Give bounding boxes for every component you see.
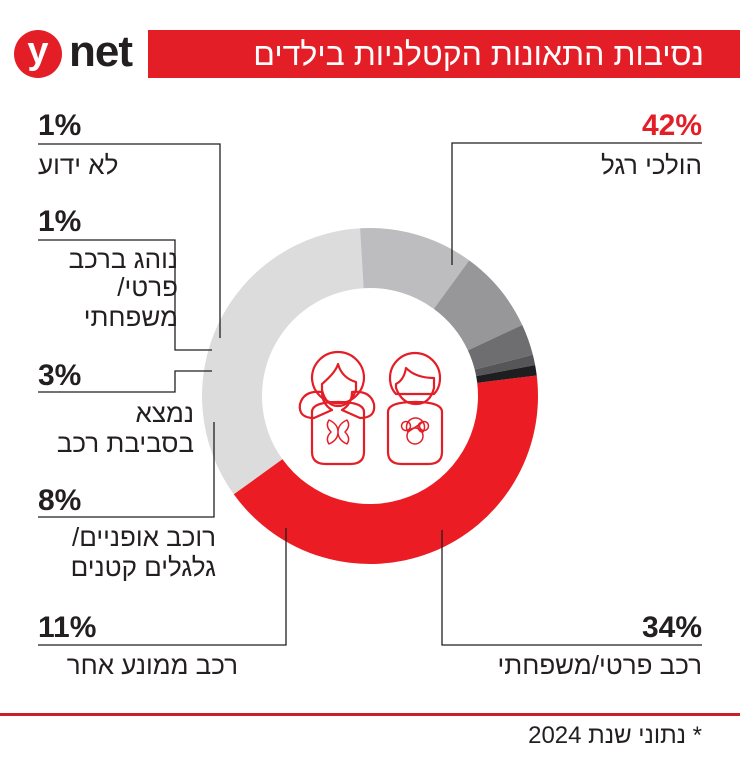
leader-line-private-car — [441, 530, 702, 646]
footnote: * נתוני שנת 2024 — [528, 722, 702, 749]
label-bicycle-line2: גלגלים קטנים — [70, 552, 216, 582]
leader-line-near-car — [38, 370, 212, 393]
leader-lines — [38, 142, 702, 646]
ynet-logo: y net — [14, 27, 144, 78]
donut-segments — [201, 228, 538, 564]
label-unknown-pct: 1% — [38, 109, 82, 142]
label-private-car-pct: 34% — [641, 611, 702, 644]
title-bar: נסיבות התאונות הקטלניות בילדים — [148, 30, 740, 78]
label-near-car-pct: 3% — [38, 359, 82, 392]
footer-divider — [0, 713, 740, 716]
leader-line-unknown — [38, 143, 221, 338]
header: y net נסיבות התאונות הקטלניות בילדים — [0, 27, 740, 78]
label-other-motor-text: רכב ממונע אחר — [66, 650, 238, 680]
donut-segment — [476, 365, 537, 383]
donut-segment — [467, 325, 533, 370]
label-driver-line1: נוהג ברכב — [68, 244, 178, 274]
leader-line-driver — [38, 239, 212, 351]
label-near-car-line2: בסביבת רכב — [56, 428, 194, 458]
donut-segment — [233, 375, 538, 564]
label-near-car-line1: נמצא — [135, 398, 194, 428]
donut-segment — [360, 228, 470, 309]
label-driver-line2: פרטי/ — [117, 272, 178, 302]
label-other-motor-pct: 11% — [38, 611, 97, 644]
children-icon — [298, 350, 444, 466]
label-pedestrian-pct: 42% — [641, 109, 702, 142]
label-bicycle-pct: 8% — [38, 484, 82, 517]
logo-net-text: net — [69, 27, 133, 76]
label-driver-pct: 1% — [38, 205, 82, 238]
chart-title: נסיבות התאונות הקטלניות בילדים — [253, 36, 704, 72]
label-driver-line3: משפחתי — [83, 302, 178, 332]
logo-y-circle: y — [14, 30, 62, 78]
leader-line-bicycle — [38, 422, 215, 518]
donut-segment — [474, 354, 536, 377]
donut-segment — [201, 228, 364, 495]
label-unknown-text: לא ידוע — [38, 150, 119, 180]
label-pedestrian-text: הולכי רגל — [601, 150, 702, 180]
leader-line-pedestrian — [451, 142, 702, 265]
donut-segment — [433, 260, 523, 351]
leader-line-other-motor — [38, 528, 287, 646]
label-bicycle-line1: רוכב אופניים/ — [72, 522, 216, 552]
label-private-car-text: רכב פרטי/משפחתי — [497, 650, 702, 680]
